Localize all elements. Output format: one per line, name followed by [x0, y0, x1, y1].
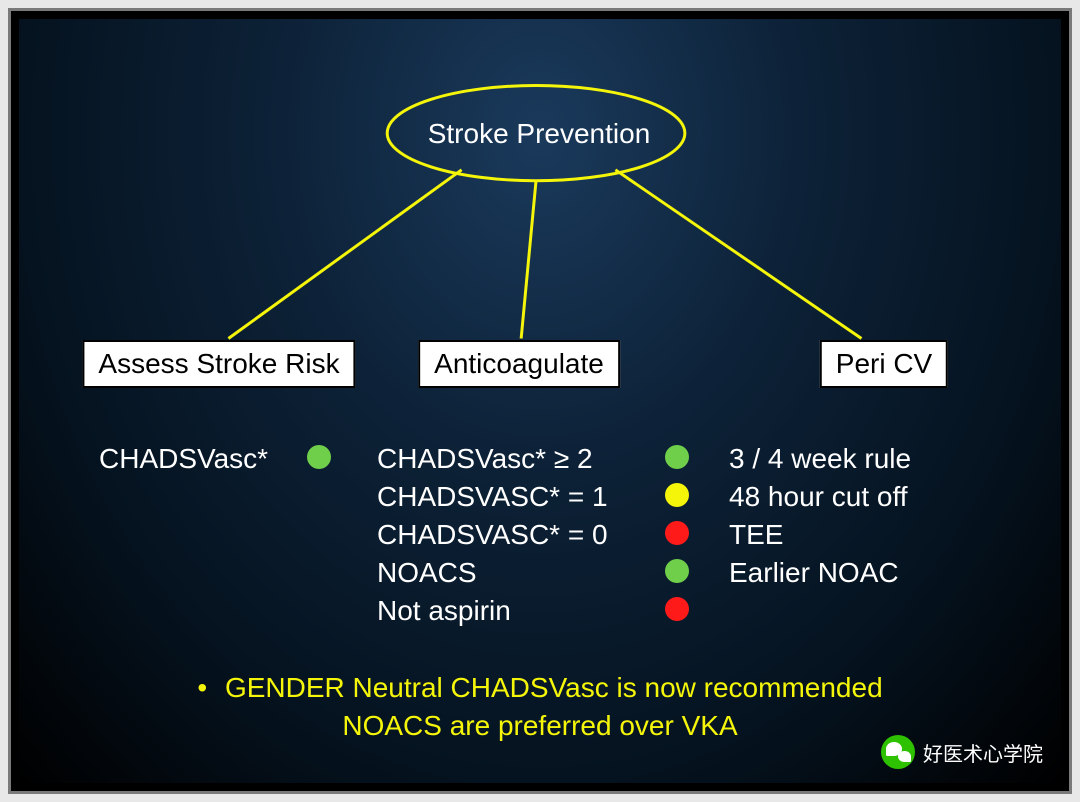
anticoag-item-eq1: CHADSVASC* = 1 — [377, 481, 608, 513]
pericv-item-tee: TEE — [729, 519, 783, 551]
edge-to-pericv — [615, 170, 861, 339]
dot-red-icon — [665, 521, 689, 545]
anticoag-item-ge2: CHADSVasc* ≥ 2 — [377, 443, 593, 475]
slide-canvas: Stroke Prevention Assess Stroke Risk Ant… — [19, 19, 1061, 783]
anticoag-item-eq0: CHADSVASC* = 0 — [377, 519, 608, 551]
pericv-item-34week: 3 / 4 week rule — [729, 443, 911, 475]
box-assess-stroke-risk: Assess Stroke Risk — [82, 340, 355, 388]
root-node-label: Stroke Prevention — [428, 118, 651, 150]
edge-to-anticoag — [521, 181, 536, 339]
watermark-text: 好医术心学院 — [923, 738, 1043, 767]
assess-item-chadsvasc: CHADSVasc* — [99, 443, 268, 475]
slide-frame: Stroke Prevention Assess Stroke Risk Ant… — [8, 8, 1072, 794]
footer-note: • GENDER Neutral CHADSVasc is now recomm… — [19, 669, 1061, 745]
bullet-icon: • — [197, 669, 207, 707]
edge-to-assess — [228, 170, 461, 339]
dot-green-icon — [665, 559, 689, 583]
anticoag-item-noacs: NOACS — [377, 557, 477, 589]
anticoag-item-not-aspirin: Not aspirin — [377, 595, 511, 627]
footer-line-2: NOACS are preferred over VKA — [342, 710, 737, 741]
dot-red-icon — [665, 597, 689, 621]
watermark: 好医术心学院 — [881, 735, 1043, 769]
pericv-item-earlier-noac: Earlier NOAC — [729, 557, 899, 589]
box-anticoagulate: Anticoagulate — [418, 340, 620, 388]
dot-yellow-icon — [665, 483, 689, 507]
pericv-item-48hr: 48 hour cut off — [729, 481, 908, 513]
dot-green-icon — [665, 445, 689, 469]
footer-line-1: GENDER Neutral CHADSVasc is now recommen… — [225, 672, 883, 703]
dot-green-icon — [307, 445, 331, 469]
wechat-icon — [881, 735, 915, 769]
box-peri-cv: Peri CV — [820, 340, 948, 388]
